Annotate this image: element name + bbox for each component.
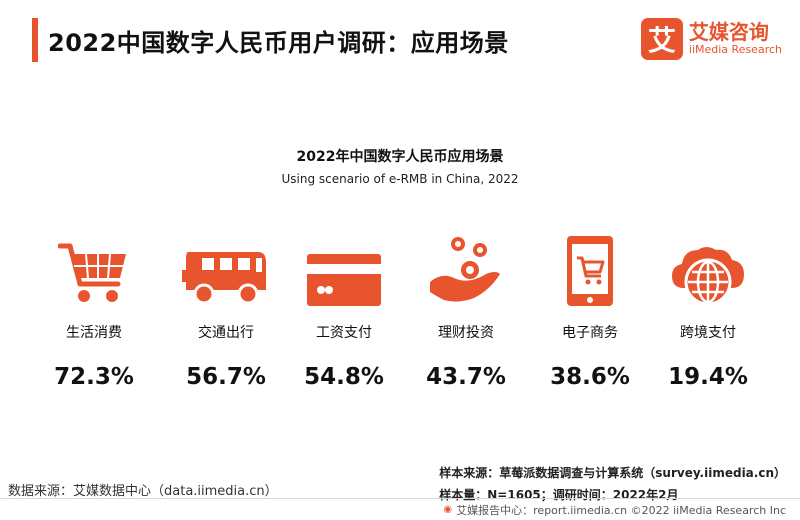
scenario-value: 38.6% [550, 364, 630, 390]
footer-text: 艾媒报告中心：report.iimedia.cn ©2022 iiMedia R… [456, 503, 786, 517]
mobile-shop-icon [530, 228, 650, 306]
scenario-label: 工资支付 [316, 325, 372, 341]
scenario-item: 跨境支付 19.4% [648, 228, 768, 390]
scenario-item: 工资支付 54.8% [284, 228, 404, 390]
scenario-label: 电子商务 [562, 325, 618, 341]
scenario-label: 理财投资 [438, 325, 494, 341]
title-bar: 2022中国数字人民币用户调研：应用场景 [32, 18, 509, 62]
scenario-item: 交通出行 56.7% [166, 228, 286, 390]
logo-mark: 艾 [640, 18, 683, 60]
scenario-value: 54.8% [304, 364, 384, 390]
globe-cloud-icon [648, 228, 768, 306]
page-title: 2022中国数字人民币用户调研：应用场景 [48, 28, 509, 57]
scenario-item: 电子商务 38.6% [530, 228, 650, 390]
scenario-value: 56.7% [186, 364, 266, 390]
sample-source: 样本来源：草莓派数据调查与计算系统（survey.iimedia.cn） [439, 466, 786, 480]
scenario-label: 跨境支付 [680, 325, 736, 341]
scenario-item: 理财投资 43.7% [406, 228, 526, 390]
scenario-item: 生活消费 72.3% [34, 228, 154, 390]
logo-cn: 艾媒咨询 [688, 20, 769, 44]
report-icon: ◉ [443, 504, 453, 515]
scenario-label: 交通出行 [198, 325, 254, 341]
chart-subtitle: Using scenario of e-RMB in China, 2022 [281, 172, 519, 186]
scenario-value: 19.4% [668, 364, 748, 390]
credit-card-icon [284, 228, 404, 306]
brand-logo: 艾 艾媒咨询 iiMedia Research [640, 18, 782, 60]
data-source: 数据来源：艾媒数据中心（data.iimedia.cn） [8, 484, 278, 499]
bus-icon [166, 228, 286, 306]
scenario-label: 生活消费 [66, 325, 122, 341]
shopping-cart-icon [34, 228, 154, 306]
chart-title: 2022年中国数字人民币应用场景 [296, 149, 504, 165]
scenario-value: 72.3% [54, 364, 134, 390]
scenario-value: 43.7% [426, 364, 506, 390]
scenario-grid: 生活消费 72.3% 交通出行 56.7% [34, 228, 774, 398]
logo-en: iiMedia Research [688, 43, 782, 56]
footer: ◉ 艾媒报告中心：report.iimedia.cn ©2022 iiMedia… [0, 498, 800, 520]
logo-text: 艾媒咨询 iiMedia Research [689, 21, 782, 57]
coins-hand-icon [406, 228, 526, 306]
